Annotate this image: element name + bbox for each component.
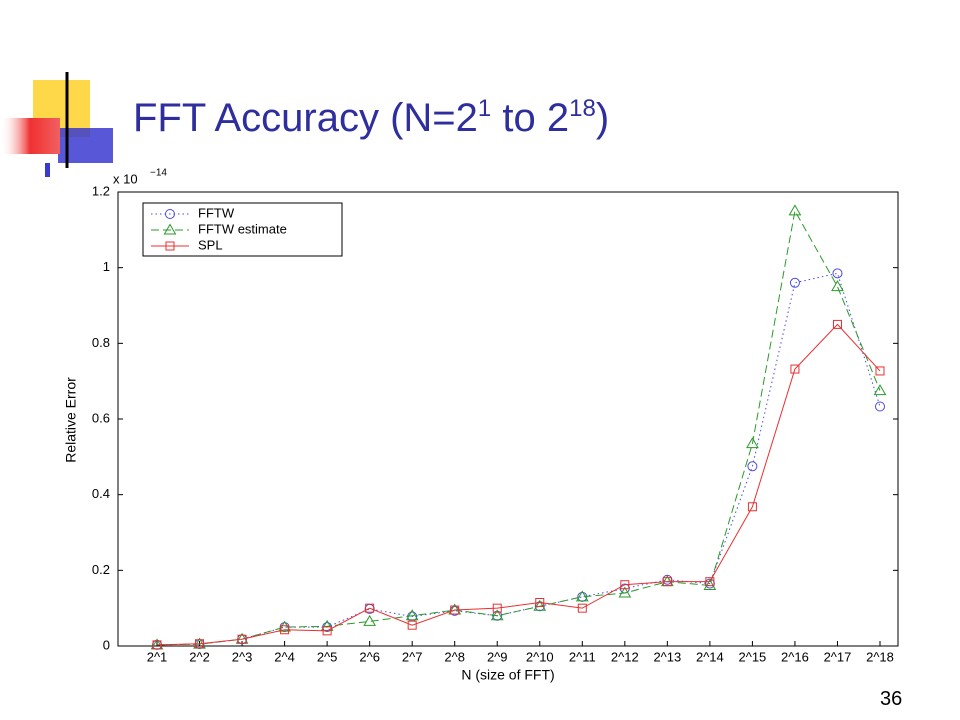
- page-number: 36: [880, 688, 903, 710]
- marker: [875, 401, 885, 412]
- y-tick-label: 0.6: [92, 410, 110, 425]
- x-tick-label: 2^12: [611, 649, 639, 664]
- marker: [662, 577, 672, 587]
- x-tick-label: 2^11: [569, 649, 596, 664]
- y-tick-label: 1: [103, 259, 110, 274]
- series-line: [156, 323, 881, 646]
- x-tick-label: 2^13: [653, 649, 681, 664]
- marker: [618, 586, 632, 598]
- marker: [407, 620, 417, 630]
- marker: [152, 640, 162, 650]
- marker: [832, 319, 842, 329]
- marker: [873, 384, 887, 396]
- x-tick-label: 2^2: [189, 649, 210, 664]
- marker: [533, 599, 547, 611]
- x-tick-label: 2^17: [824, 649, 852, 664]
- series-line: [156, 209, 881, 646]
- x-tick-label: 2^1: [147, 649, 168, 664]
- y-tick-label: 0.4: [92, 486, 110, 501]
- marker: [747, 461, 758, 472]
- marker: [747, 502, 757, 512]
- marker: [278, 620, 291, 632]
- marker: [788, 204, 802, 216]
- y-multiplier-exponent: −14: [150, 168, 167, 179]
- marker: [790, 364, 800, 374]
- title-sup: 18: [569, 95, 596, 122]
- marker: [832, 268, 843, 279]
- marker: [831, 280, 844, 292]
- y-tick-label: 0: [103, 637, 110, 652]
- y-tick-label: 0.8: [92, 335, 110, 350]
- slide-title: FFT Accuracy (N=21 to 218): [133, 96, 609, 141]
- marker: [365, 603, 375, 613]
- legend-label: SPL: [198, 237, 223, 252]
- marker: [405, 609, 419, 621]
- x-tick-label: 2^9: [487, 649, 508, 664]
- x-tick-label: 2^10: [526, 649, 554, 664]
- marker: [492, 603, 502, 613]
- x-tick-label: 2^7: [402, 649, 423, 664]
- x-tick-label: 2^3: [232, 649, 253, 664]
- x-axis-label: N (size of FFT): [461, 667, 554, 683]
- marker: [165, 241, 175, 251]
- marker: [620, 580, 630, 590]
- x-tick-label: 2^6: [359, 649, 380, 664]
- marker: [237, 634, 247, 644]
- legend-label: FFTW: [198, 205, 235, 220]
- marker: [875, 366, 885, 376]
- marker: [789, 277, 800, 288]
- marker: [280, 625, 290, 635]
- x-tick-label: 2^8: [444, 649, 465, 664]
- marker: [165, 209, 175, 219]
- x-tick-label: 2^16: [781, 649, 809, 664]
- title-sup: 1: [477, 95, 492, 122]
- marker: [575, 590, 589, 602]
- title-text: to 2: [491, 96, 570, 140]
- marker: [450, 605, 460, 615]
- x-tick-label: 2^14: [696, 649, 724, 664]
- legend-label: FFTW estimate: [198, 221, 287, 236]
- marker: [195, 639, 205, 649]
- marker: [363, 614, 377, 626]
- x-tick-label: 2^15: [739, 649, 767, 664]
- title-text: FFT Accuracy (N=2: [133, 96, 478, 140]
- x-tick-label: 2^18: [866, 649, 894, 664]
- x-tick-label: 2^5: [317, 649, 338, 664]
- marker: [490, 609, 504, 621]
- marker: [705, 577, 715, 587]
- marker: [746, 437, 759, 449]
- y-axis-label: Relative Error: [63, 377, 79, 463]
- deco-red: [0, 118, 60, 154]
- title-text: ): [595, 96, 610, 140]
- deco-blue-small: [45, 163, 50, 177]
- series-line: [156, 272, 881, 646]
- marker: [703, 578, 717, 590]
- marker: [163, 223, 177, 235]
- marker: [577, 603, 587, 613]
- x-tick-label: 2^4: [274, 649, 295, 664]
- marker: [535, 597, 545, 607]
- marker: [322, 626, 332, 636]
- plot-frame: [117, 191, 899, 647]
- y-multiplier: x 10: [113, 171, 138, 186]
- y-tick-label: 1.2: [92, 183, 110, 198]
- y-tick-label: 0.2: [92, 562, 110, 577]
